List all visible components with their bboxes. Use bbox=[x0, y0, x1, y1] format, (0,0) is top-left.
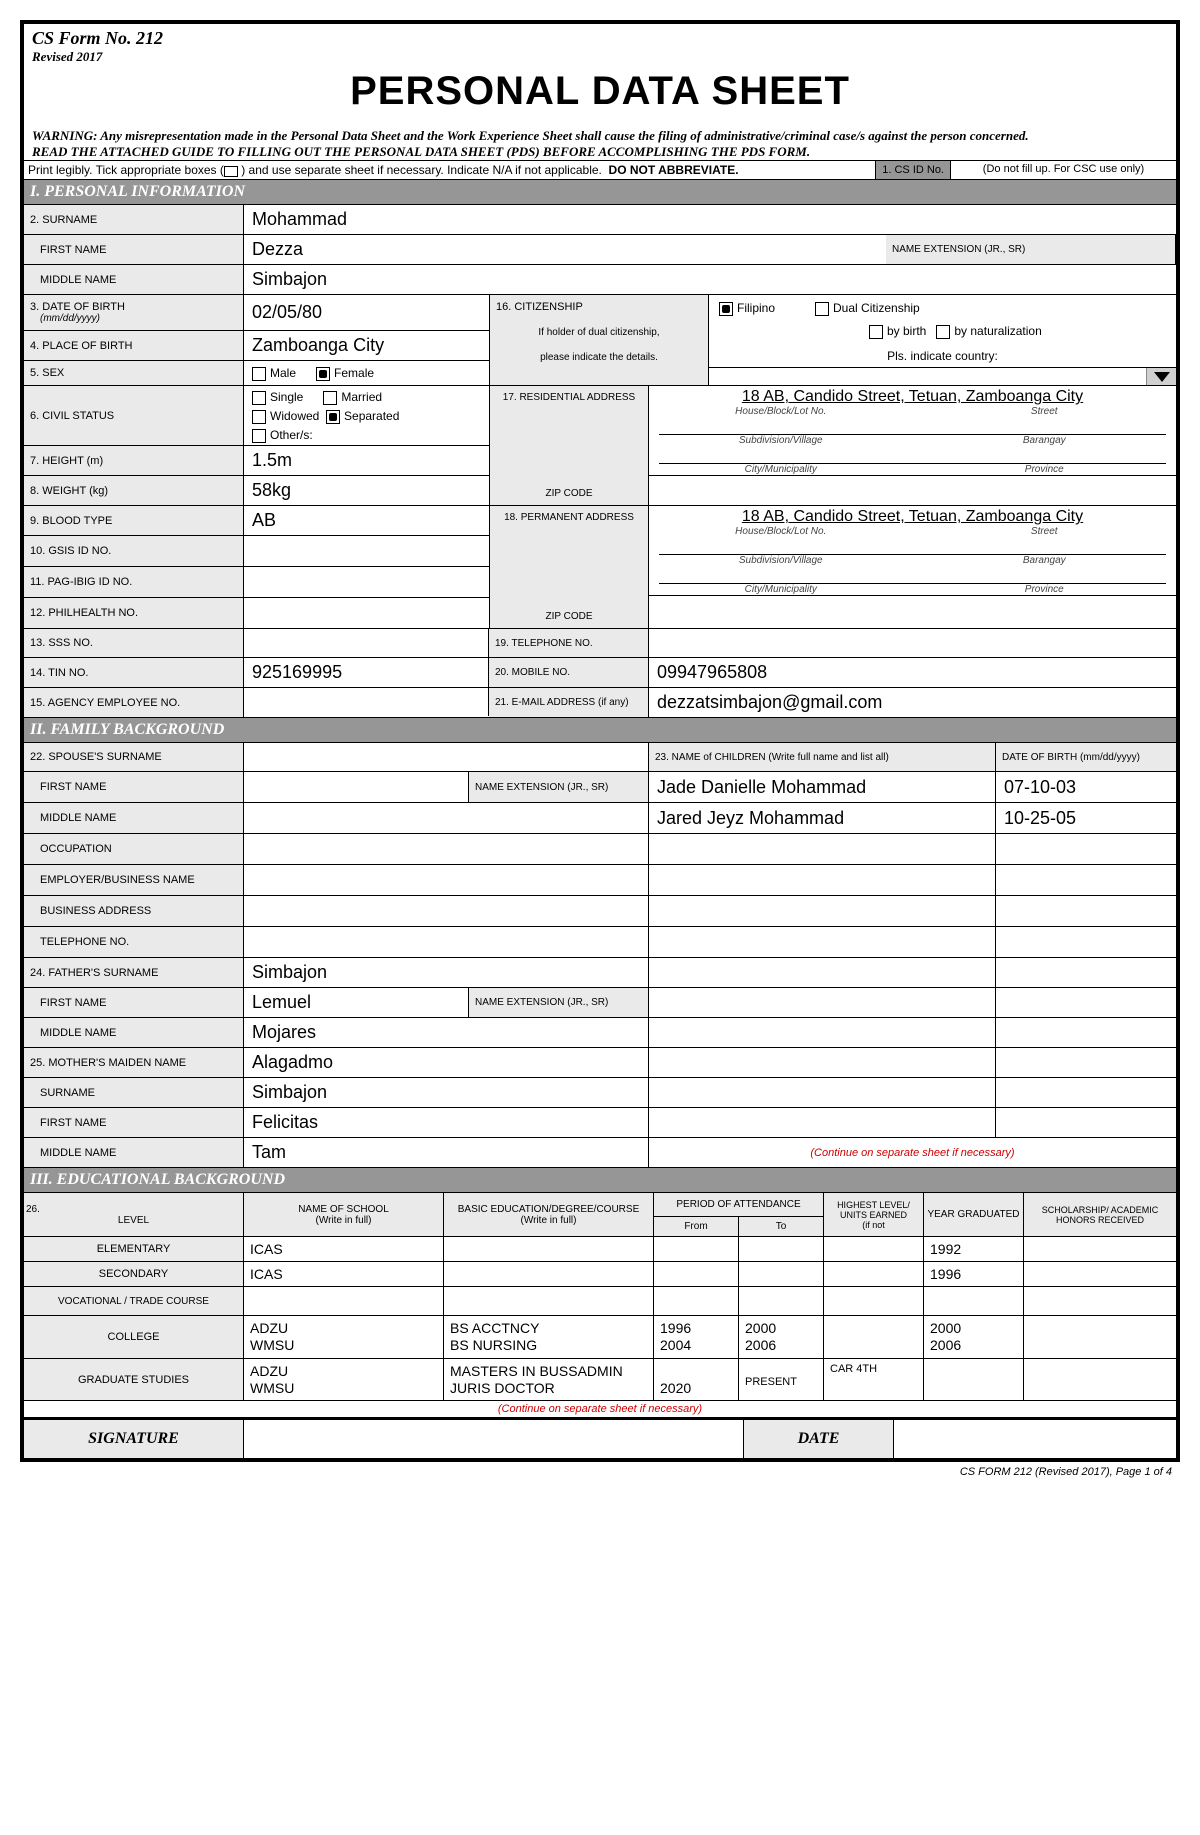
continue-note-2: (Continue on separate sheet if necessary… bbox=[24, 1400, 1176, 1417]
edu-header-row: 26.LEVEL NAME OF SCHOOL(Write in full) B… bbox=[24, 1193, 1176, 1237]
blood-value: AB bbox=[244, 506, 489, 535]
dob-label: 3. DATE OF BIRTH (mm/dd/yyyy) bbox=[24, 295, 244, 330]
revised-year: Revised 2017 bbox=[32, 49, 1168, 65]
section-3-header: III. EDUCATIONAL BACKGROUND bbox=[24, 1168, 1176, 1193]
tin-value: 925169995 bbox=[244, 658, 489, 687]
signature-label: SIGNATURE bbox=[24, 1420, 244, 1458]
middlename-label: MIDDLE NAME bbox=[24, 265, 244, 294]
gsis-value bbox=[244, 536, 489, 566]
res-address-value: 18 AB, Candido Street, Tetuan, Zamboanga… bbox=[649, 386, 1176, 406]
agency-label: 15. AGENCY EMPLOYEE NO. bbox=[24, 688, 244, 717]
edu-elementary-row: ELEMENTARYICAS1992 bbox=[24, 1237, 1176, 1262]
guide-text: READ THE ATTACHED GUIDE TO FILLING OUT T… bbox=[24, 144, 1176, 160]
form-title: PERSONAL DATA SHEET bbox=[32, 69, 1168, 114]
sss-label: 13. SSS NO. bbox=[24, 629, 244, 657]
child1-name: Jade Danielle Mohammad bbox=[649, 772, 996, 802]
instruction-row: Print legibly. Tick appropriate boxes ( … bbox=[24, 160, 1176, 180]
perm-addr-label: 18. PERMANENT ADDRESS ZIP CODE bbox=[489, 506, 649, 629]
height-value: 1.5m bbox=[244, 446, 489, 475]
children-label: 23. NAME of CHILDREN (Write full name an… bbox=[649, 743, 996, 771]
weight-label: 8. WEIGHT (kg) bbox=[24, 476, 244, 505]
child2-dob: 10-25-05 bbox=[996, 803, 1176, 833]
surname-label: 2. SURNAME bbox=[24, 205, 244, 234]
mobile-value: 09947965808 bbox=[649, 658, 1176, 687]
bybirth-checkbox[interactable] bbox=[869, 325, 883, 339]
csid-label: 1. CS ID No. bbox=[875, 161, 951, 179]
tel-label: 19. TELEPHONE NO. bbox=[489, 629, 649, 657]
firstname-label: FIRST NAME bbox=[24, 235, 244, 264]
child1-dob: 07-10-03 bbox=[996, 772, 1176, 802]
child2-name: Jared Jeyz Mohammad bbox=[649, 803, 996, 833]
edu-secondary-row: SECONDARYICAS1996 bbox=[24, 1262, 1176, 1287]
signature-row: SIGNATURE DATE bbox=[24, 1417, 1176, 1458]
firstname-value: Dezza bbox=[244, 235, 886, 264]
philhealth-label: 12. PHILHEALTH NO. bbox=[24, 598, 244, 628]
section-1-header: I. PERSONAL INFORMATION bbox=[24, 180, 1176, 205]
spouse-first-label: FIRST NAME bbox=[24, 772, 244, 802]
instruction-text: Print legibly. Tick appropriate boxes ( … bbox=[28, 163, 739, 177]
weight-value: 58kg bbox=[244, 476, 489, 505]
civil-label: 6. CIVIL STATUS bbox=[24, 386, 244, 445]
philhealth-value bbox=[244, 598, 489, 628]
sex-value: Male Female bbox=[244, 361, 489, 385]
spouse-middle-label: MIDDLE NAME bbox=[24, 803, 244, 833]
male-checkbox[interactable] bbox=[252, 367, 266, 381]
pob-value: Zamboanga City bbox=[244, 331, 489, 360]
bynat-checkbox[interactable] bbox=[936, 325, 950, 339]
email-label: 21. E-MAIL ADDRESS (if any) bbox=[489, 688, 649, 717]
others-checkbox[interactable] bbox=[252, 429, 266, 443]
sex-label: 5. SEX bbox=[24, 361, 244, 385]
date-label: DATE bbox=[744, 1420, 894, 1458]
section-2-header: II. FAMILY BACKGROUND bbox=[24, 718, 1176, 743]
child-dob-label: DATE OF BIRTH (mm/dd/yyyy) bbox=[996, 743, 1176, 771]
form-number: CS Form No. 212 bbox=[32, 28, 1168, 49]
edu-vocational-row: VOCATIONAL / TRADE COURSE bbox=[24, 1287, 1176, 1316]
single-checkbox[interactable] bbox=[252, 391, 266, 405]
continue-note-1: (Continue on separate sheet if necessary… bbox=[649, 1138, 1176, 1167]
pagibig-label: 11. PAG-IBIG ID NO. bbox=[24, 567, 244, 597]
res-addr-label: 17. RESIDENTIAL ADDRESS ZIP CODE bbox=[489, 386, 649, 506]
page-footer: CS FORM 212 (Revised 2017), Page 1 of 4 bbox=[20, 1462, 1180, 1478]
dob-value: 02/05/80 bbox=[244, 295, 489, 330]
tin-label: 14. TIN NO. bbox=[24, 658, 244, 687]
mobile-label: 20. MOBILE NO. bbox=[489, 658, 649, 687]
female-checkbox[interactable] bbox=[316, 367, 330, 381]
civil-value: Single Married Widowed Separated Other/s… bbox=[244, 386, 489, 445]
spouse-surname-label: 22. SPOUSE'S SURNAME bbox=[24, 743, 244, 771]
widowed-checkbox[interactable] bbox=[252, 410, 266, 424]
married-checkbox[interactable] bbox=[323, 391, 337, 405]
csid-note: (Do not fill up. For CSC use only) bbox=[951, 161, 1176, 179]
gsis-label: 10. GSIS ID NO. bbox=[24, 536, 244, 566]
dual-checkbox[interactable] bbox=[815, 302, 829, 316]
pob-label: 4. PLACE OF BIRTH bbox=[24, 331, 244, 360]
citizenship-label-cell: 16. CITIZENSHIP If holder of dual citize… bbox=[489, 295, 709, 385]
spouse-ext-label: NAME EXTENSION (JR., SR) bbox=[469, 772, 649, 802]
warning-text: WARNING: Any misrepresentation made in t… bbox=[24, 128, 1176, 144]
name-ext-label: NAME EXTENSION (JR., SR) bbox=[886, 235, 1176, 264]
email-value: dezzatsimbajon@gmail.com bbox=[649, 688, 1176, 717]
height-label: 7. HEIGHT (m) bbox=[24, 446, 244, 475]
edu-graduate-row: GRADUATE STUDIES ADZUWMSU MASTERS IN BUS… bbox=[24, 1359, 1176, 1401]
middlename-value: Simbajon bbox=[244, 265, 1176, 294]
country-dropdown[interactable] bbox=[1146, 368, 1176, 385]
blood-label: 9. BLOOD TYPE bbox=[24, 506, 244, 535]
form-sheet: CS Form No. 212 Revised 2017 PERSONAL DA… bbox=[20, 20, 1180, 1462]
filipino-checkbox[interactable] bbox=[719, 302, 733, 316]
perm-address-value: 18 AB, Candido Street, Tetuan, Zamboanga… bbox=[649, 506, 1176, 526]
edu-college-row: COLLEGE ADZUWMSU BS ACCTNCYBS NURSING 19… bbox=[24, 1316, 1176, 1359]
pagibig-value bbox=[244, 567, 489, 597]
country-label: Pls. indicate country: bbox=[709, 345, 1176, 367]
separated-checkbox[interactable] bbox=[326, 410, 340, 424]
surname-value: Mohammad bbox=[244, 205, 1176, 234]
